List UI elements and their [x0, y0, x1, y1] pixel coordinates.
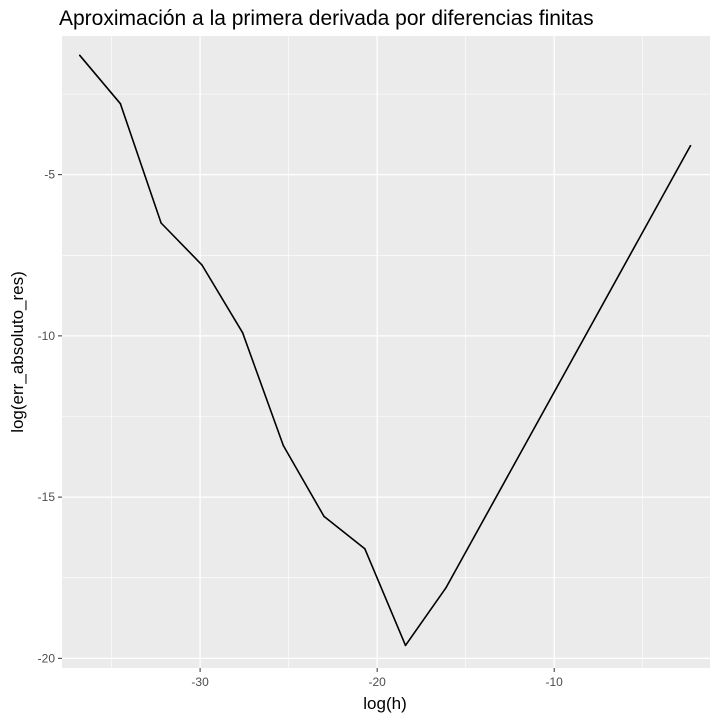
y-tick-label: -20	[38, 651, 56, 665]
data-point	[119, 102, 122, 105]
data-point	[201, 264, 203, 266]
axes-layer: -30 -20 -10 -20 -15 -10 -5	[38, 168, 564, 689]
y-tick-label: -15	[38, 490, 56, 504]
data-point	[689, 144, 692, 147]
y-tick-label: -10	[38, 329, 56, 343]
minor-gridlines	[62, 36, 710, 668]
data-point	[78, 54, 81, 57]
x-tick-label: -30	[191, 675, 209, 689]
data-point	[323, 515, 325, 518]
major-gridlines	[62, 36, 710, 668]
series-layer	[78, 54, 692, 647]
data-point	[404, 644, 407, 647]
data-point	[160, 222, 162, 224]
data-point	[282, 444, 285, 447]
x-axis-title: log(h)	[363, 694, 406, 713]
data-point	[363, 547, 366, 550]
plot-panel	[62, 36, 710, 668]
y-tick-label: -5	[44, 168, 55, 182]
data-point	[241, 331, 244, 334]
x-tick-label: -20	[368, 675, 386, 689]
x-tick-label: -10	[546, 675, 564, 689]
data-point	[445, 586, 447, 589]
chart-title: Aproximación a la primera derivada por d…	[59, 7, 594, 30]
y-axis-title: log(err_absoluto_res)	[8, 271, 27, 433]
